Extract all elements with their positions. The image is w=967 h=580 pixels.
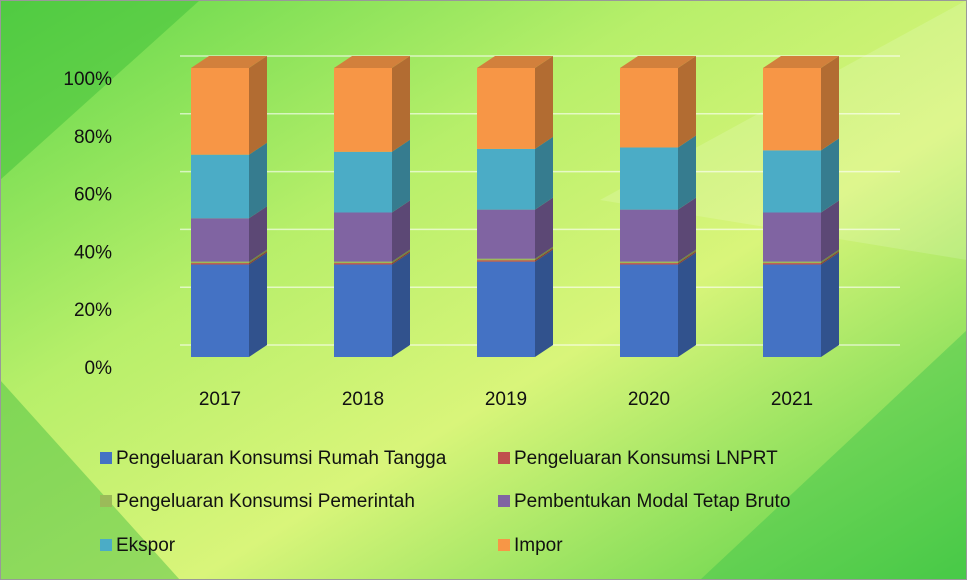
decor: [700, 330, 967, 580]
legend-label: Pengeluaran Konsumsi Rumah Tangga: [116, 448, 447, 469]
bar-segment: [477, 209, 535, 259]
x-tick-label: 2019: [485, 389, 527, 410]
bar-side: [392, 251, 410, 265]
bar-segment: [334, 263, 392, 265]
legend-swatch: [498, 452, 510, 464]
bar-top: [477, 56, 553, 68]
bar-segment: [620, 264, 678, 357]
bar-side: [535, 56, 553, 149]
bar-side: [535, 197, 553, 259]
bar-side: [678, 56, 696, 148]
y-tick-label: 80%: [74, 127, 112, 148]
bar-side: [392, 139, 410, 213]
bar-side: [249, 206, 267, 262]
bar-side: [249, 249, 267, 264]
bar-segment: [191, 261, 249, 264]
decor: [0, 0, 200, 180]
bar-segment: [620, 261, 678, 264]
bar-segment: [620, 147, 678, 210]
bar-segment: [620, 209, 678, 262]
bar-side: [249, 56, 267, 155]
legend-label: Pembentukan Modal Tetap Bruto: [514, 491, 790, 512]
legend-swatch: [100, 452, 112, 464]
legend-swatch: [100, 539, 112, 551]
legend-label: Pengeluaran Konsumsi LNPRT: [514, 448, 778, 469]
bar-side: [535, 249, 553, 357]
y-tick-label: 100%: [63, 69, 112, 90]
bar-side: [678, 251, 696, 265]
bar-segment: [334, 261, 392, 264]
bar-segment: [763, 261, 821, 264]
bar-segment: [477, 68, 535, 149]
bar-side: [821, 252, 839, 357]
legend-label: Pengeluaran Konsumsi Pemerintah: [116, 491, 415, 512]
y-tick-label: 0%: [85, 358, 113, 379]
bar-top: [191, 56, 267, 68]
bar-side: [821, 138, 839, 213]
bar-segment: [191, 154, 249, 219]
bar-segment: [191, 68, 249, 155]
bar-side: [392, 252, 410, 357]
bar-side: [678, 135, 696, 210]
bar-segment: [477, 148, 535, 210]
bar-top: [763, 56, 839, 68]
legend-label: Ekspor: [116, 535, 176, 556]
bar-segment: [763, 68, 821, 151]
bar-side: [678, 249, 696, 264]
bar-side: [821, 56, 839, 151]
bar-segment: [477, 258, 535, 261]
y-tick-label: 40%: [74, 242, 112, 263]
bar-side: [392, 249, 410, 264]
bar-segment: [334, 68, 392, 152]
y-tick-label: 60%: [74, 185, 112, 206]
bar-side: [249, 251, 267, 265]
bar-segment: [334, 264, 392, 357]
y-tick-label: 20%: [74, 300, 112, 321]
bar-segment: [477, 261, 535, 357]
bar-side: [249, 142, 267, 219]
bar-side: [535, 136, 553, 210]
bar-segment: [763, 263, 821, 265]
bar-side: [392, 56, 410, 152]
bar-segment: [334, 212, 392, 262]
bar-segment: [191, 263, 249, 265]
bar-segment: [191, 218, 249, 262]
legend-swatch: [100, 495, 112, 507]
bar-side: [249, 252, 267, 357]
x-tick-label: 2020: [628, 389, 670, 410]
bar-top: [334, 56, 410, 68]
bar-segment: [620, 68, 678, 148]
bar-side: [535, 246, 553, 261]
x-tick-label: 2018: [342, 389, 384, 410]
bar-side: [821, 249, 839, 264]
decor: [0, 380, 180, 580]
bar-top: [620, 56, 696, 68]
bar-side: [821, 200, 839, 262]
bar-side: [821, 251, 839, 265]
bar-side: [392, 200, 410, 262]
legend-swatch: [498, 495, 510, 507]
bar-segment: [763, 264, 821, 357]
bar-segment: [763, 212, 821, 262]
legend-label: Impor: [514, 535, 563, 556]
bar-side: [678, 197, 696, 262]
bar-side: [678, 252, 696, 357]
bar-segment: [334, 151, 392, 213]
x-tick-label: 2021: [771, 389, 813, 410]
bar-side: [535, 248, 553, 262]
bar-segment: [763, 150, 821, 213]
legend-swatch: [498, 539, 510, 551]
x-tick-label: 2017: [199, 389, 241, 410]
bar-segment: [191, 264, 249, 357]
bar-segment: [477, 260, 535, 262]
bar-segment: [620, 263, 678, 265]
